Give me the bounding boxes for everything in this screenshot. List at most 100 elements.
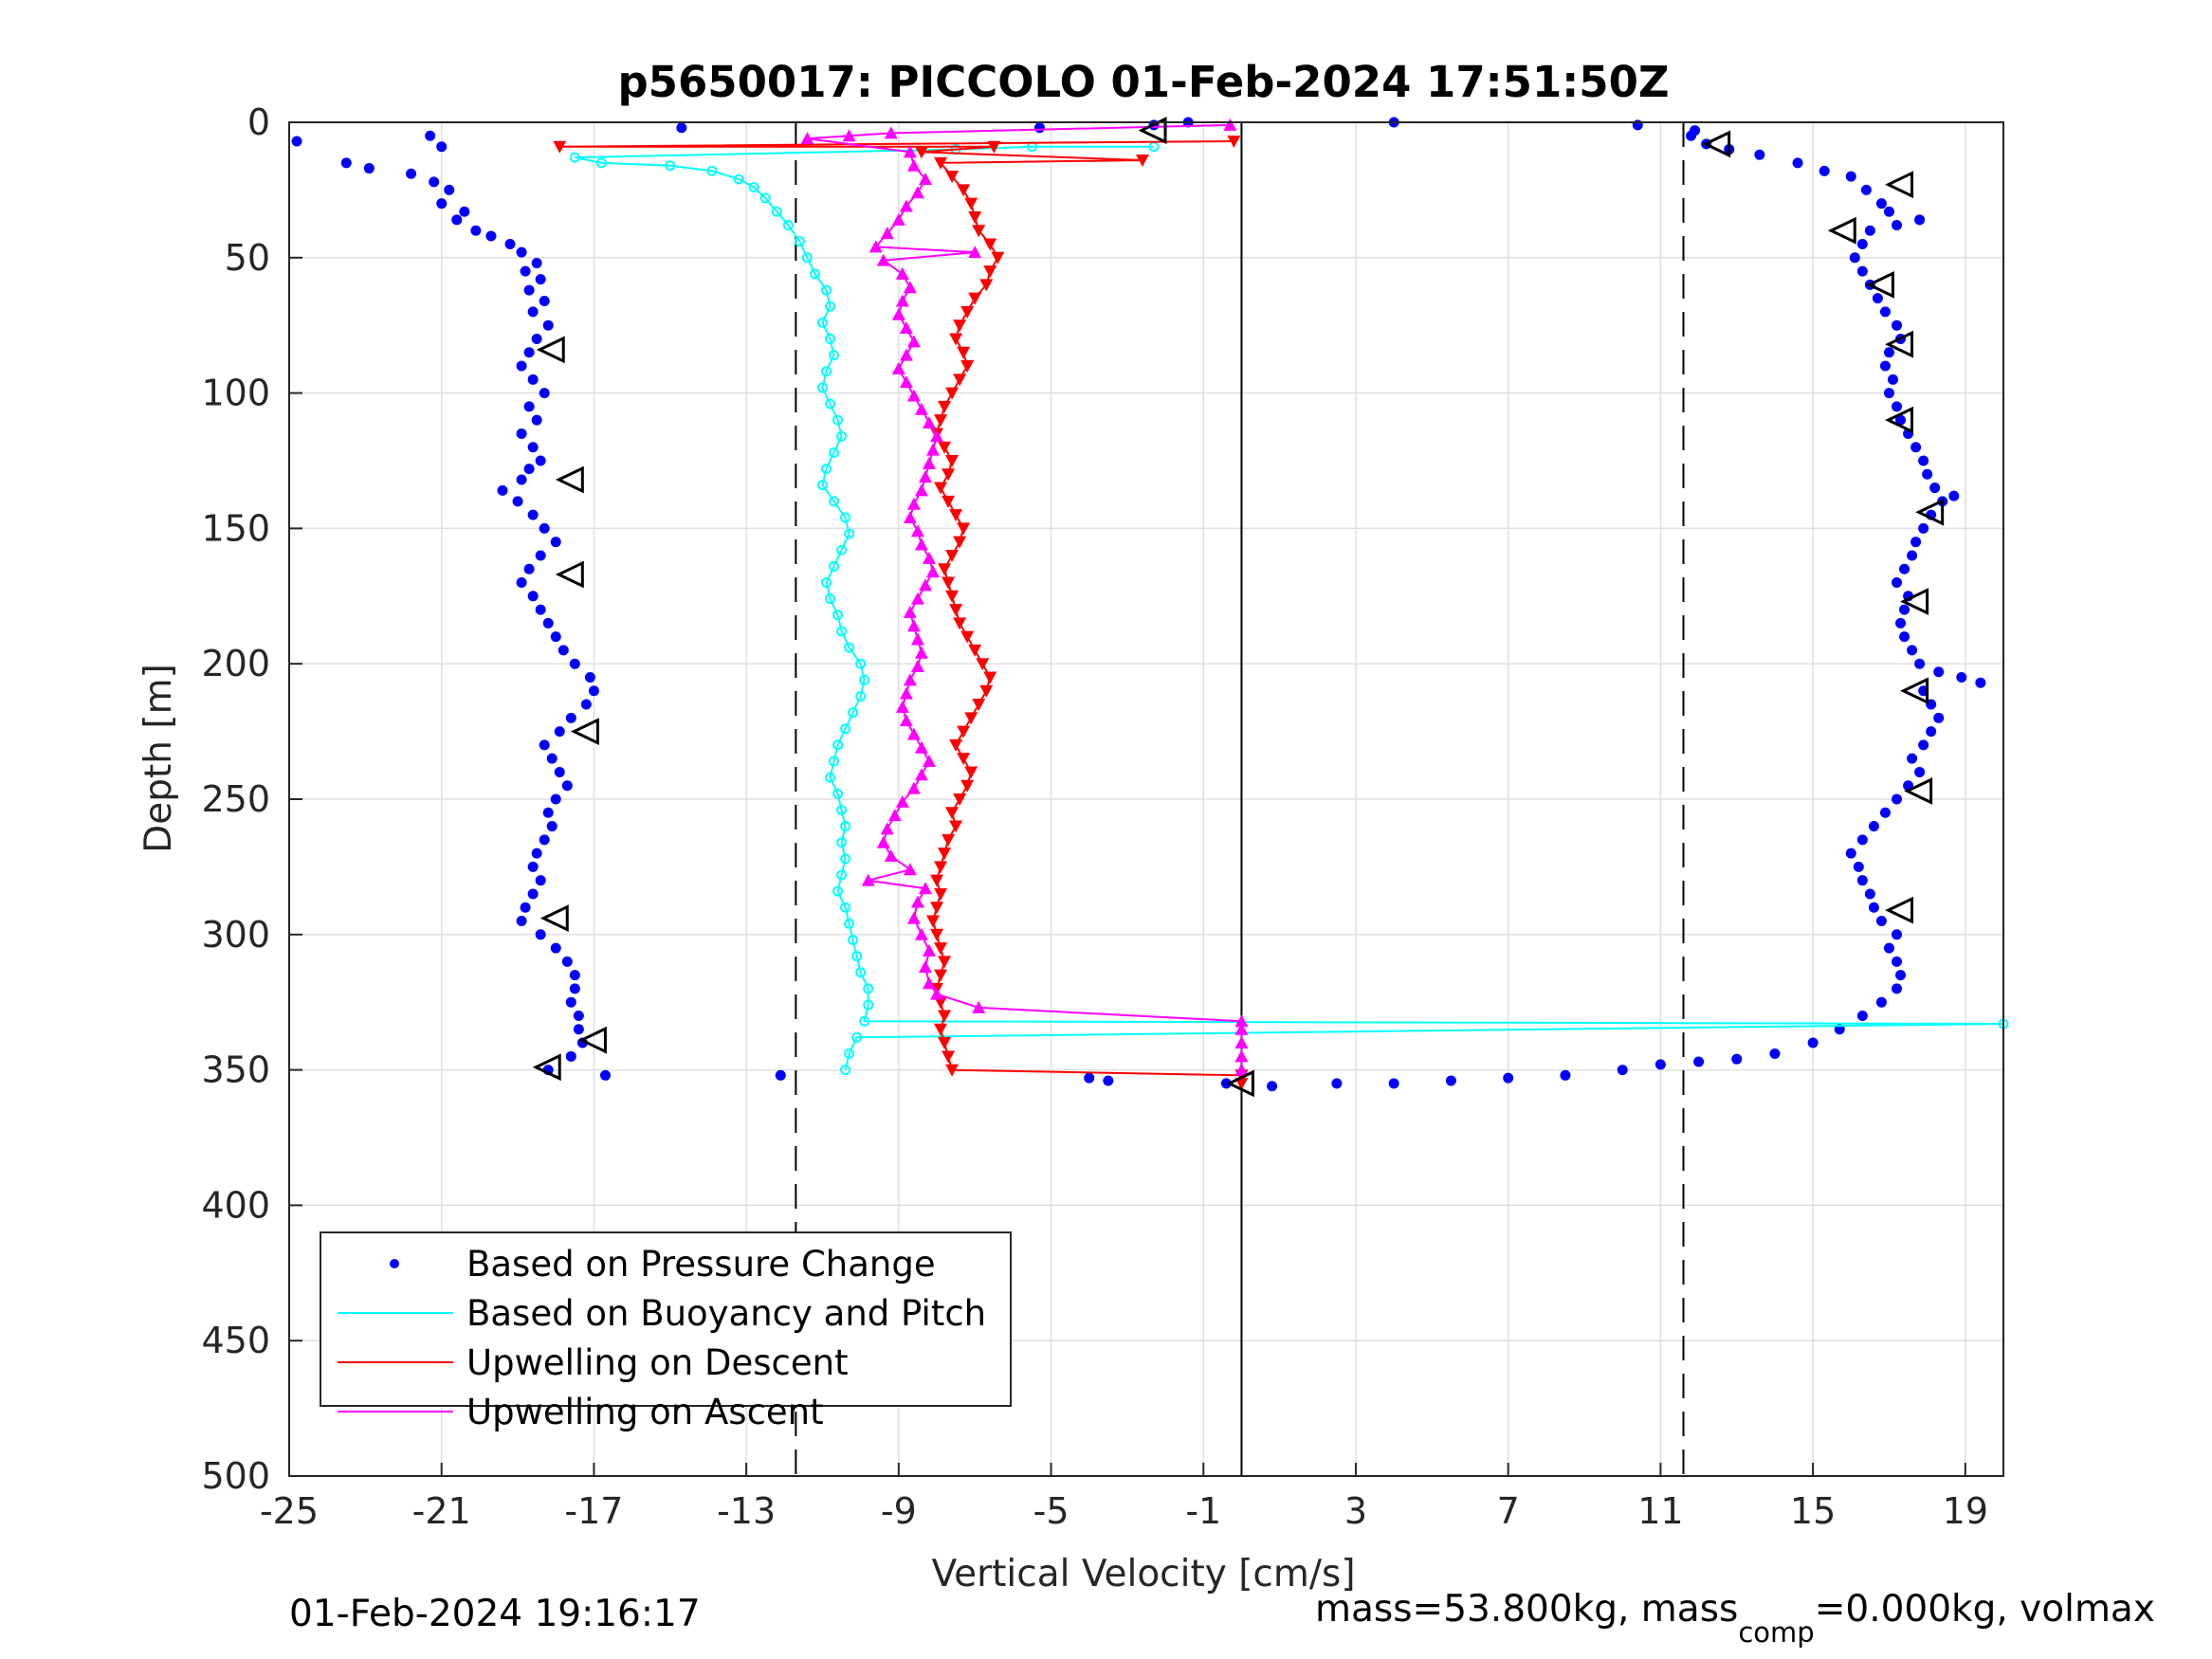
data-point — [842, 129, 856, 142]
data-point — [1914, 766, 1926, 777]
data-point — [595, 157, 607, 169]
data-point — [938, 1037, 952, 1050]
data-point — [665, 160, 676, 172]
data-point — [532, 1053, 561, 1082]
data-point — [991, 251, 1005, 264]
data-point — [775, 1069, 786, 1081]
data-point — [964, 766, 978, 779]
data-point — [938, 848, 952, 861]
data-point — [573, 1024, 584, 1035]
data-point — [976, 658, 990, 671]
data-point — [910, 632, 924, 646]
data-point — [863, 983, 874, 994]
y-axis-label: Depth [m] — [137, 664, 180, 853]
data-point — [1914, 214, 1926, 226]
series-4 — [800, 118, 1249, 1076]
data-point — [1892, 929, 1903, 940]
data-point — [1856, 875, 1868, 886]
data-point — [1892, 983, 1903, 994]
x-tick-label: -9 — [881, 1490, 917, 1532]
data-point — [983, 671, 997, 684]
data-point — [1875, 916, 1887, 927]
data-point — [829, 756, 840, 767]
data-point — [968, 644, 982, 657]
data-point — [1895, 970, 1907, 981]
data-point — [953, 617, 967, 630]
data-point — [429, 176, 440, 188]
data-point — [1864, 888, 1875, 900]
data-point — [949, 738, 963, 752]
data-point — [569, 152, 580, 163]
data-point — [1845, 848, 1856, 859]
data-point — [573, 1010, 584, 1021]
data-point — [972, 225, 986, 238]
y-tick-label: 50 — [225, 237, 270, 279]
data-point — [539, 739, 550, 751]
data-point — [527, 509, 539, 520]
axes: -25 -21 -17 -13 -9 -5 -1 3 7 11 15 1905010015020025… — [201, 101, 2004, 1532]
data-point — [832, 739, 844, 751]
data-point — [1907, 550, 1918, 561]
data-point — [891, 361, 905, 374]
data-point — [934, 942, 948, 956]
data-point — [903, 281, 917, 294]
chart-title: p5650017: PICCOLO 01-Feb-2024 17:51:50Z — [617, 57, 1669, 107]
data-point — [535, 550, 546, 561]
data-point — [938, 563, 952, 576]
data-point — [1899, 563, 1910, 574]
data-point — [1918, 739, 1929, 751]
data-point — [880, 822, 894, 835]
data-point — [535, 455, 546, 466]
data-point — [512, 496, 523, 507]
data-point — [569, 983, 580, 994]
data-point — [861, 873, 875, 886]
data-point — [1899, 631, 1910, 643]
data-point — [930, 902, 944, 915]
data-point — [960, 305, 975, 319]
y-tick-label: 200 — [201, 643, 270, 684]
data-point — [1900, 588, 1929, 615]
data-point — [1892, 577, 1903, 589]
data-point — [825, 772, 836, 783]
data-point — [1879, 306, 1891, 318]
legend-label: Based on Buoyancy and Pitch — [466, 1293, 986, 1334]
x-tick-label: 19 — [1943, 1490, 1988, 1532]
data-point — [1910, 537, 1922, 548]
data-point — [941, 833, 956, 847]
data-point — [821, 577, 832, 589]
legend: Based on Pressure Change Based on Buoyanc… — [320, 1231, 1012, 1432]
data-point — [561, 956, 573, 967]
data-point — [836, 430, 848, 442]
data-point — [759, 192, 771, 204]
data-point — [1234, 1014, 1249, 1028]
data-point — [934, 887, 948, 901]
data-point — [520, 902, 531, 913]
data-point — [825, 301, 836, 312]
data-point — [561, 780, 573, 792]
data-point — [539, 522, 550, 534]
data-point — [1907, 753, 1918, 764]
data-point — [922, 976, 936, 990]
data-point — [1875, 198, 1887, 210]
data-point — [516, 577, 527, 589]
data-point — [922, 943, 936, 957]
data-point — [832, 885, 844, 897]
data-point — [527, 306, 539, 318]
x-tick-label: 7 — [1497, 1490, 1520, 1532]
data-point — [542, 807, 554, 818]
data-point — [953, 374, 967, 387]
data-point — [899, 321, 913, 335]
data-point — [546, 753, 558, 764]
data-point — [941, 495, 956, 508]
data-point — [910, 660, 924, 673]
data-point — [949, 820, 963, 833]
data-point — [829, 350, 840, 361]
footer-datetime: 01-Feb-2024 19:16:17 — [289, 1593, 701, 1635]
data-point — [1225, 1069, 1254, 1098]
data-point — [945, 455, 960, 467]
x-tick-label: -5 — [1033, 1490, 1069, 1532]
data-point — [906, 911, 921, 924]
data-point — [291, 136, 302, 147]
legend-label: Upwelling on Descent — [466, 1342, 849, 1383]
data-point — [1445, 1075, 1456, 1086]
